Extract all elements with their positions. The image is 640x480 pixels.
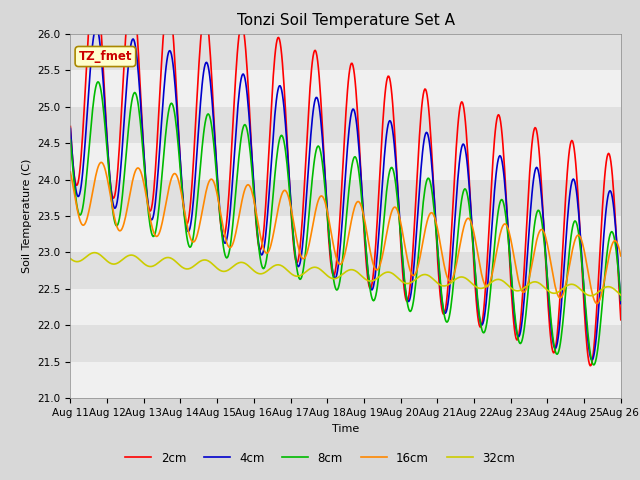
32cm (67, 256, 74, 262)
Bar (70, 289, 621, 325)
2cm (190, 155, 198, 161)
32cm (91, 250, 99, 255)
32cm (77, 258, 84, 264)
16cm (77, 218, 84, 224)
Line: 4cm: 4cm (70, 27, 621, 360)
16cm (429, 211, 437, 217)
8cm (413, 265, 421, 271)
2cm (219, 233, 227, 239)
Line: 2cm: 2cm (70, 0, 621, 366)
Y-axis label: Soil Temperature (C): Soil Temperature (C) (22, 159, 32, 273)
2cm (134, 39, 141, 45)
4cm (429, 181, 437, 187)
32cm (617, 292, 625, 298)
2cm (77, 162, 84, 168)
32cm (587, 293, 595, 299)
Line: 16cm: 16cm (70, 162, 621, 303)
Line: 32cm: 32cm (70, 252, 621, 296)
Bar (70, 216, 621, 252)
16cm (593, 300, 601, 306)
Bar (70, 143, 621, 180)
2cm (67, 123, 74, 129)
32cm (429, 276, 437, 282)
8cm (219, 239, 227, 245)
Bar (70, 362, 621, 398)
16cm (413, 266, 421, 272)
4cm (413, 219, 421, 225)
4cm (617, 300, 625, 306)
Legend: 2cm, 4cm, 8cm, 16cm, 32cm: 2cm, 4cm, 8cm, 16cm, 32cm (120, 447, 520, 469)
2cm (429, 177, 437, 183)
32cm (190, 264, 198, 269)
16cm (190, 239, 198, 245)
Bar (70, 70, 621, 107)
8cm (77, 212, 84, 218)
8cm (590, 362, 598, 368)
Line: 8cm: 8cm (70, 82, 621, 365)
4cm (67, 126, 74, 132)
Text: TZ_fmet: TZ_fmet (79, 50, 132, 63)
32cm (134, 255, 141, 261)
4cm (588, 357, 596, 363)
16cm (219, 222, 227, 228)
8cm (67, 137, 74, 143)
8cm (429, 199, 437, 204)
Title: Tonzi Soil Temperature Set A: Tonzi Soil Temperature Set A (237, 13, 454, 28)
4cm (219, 234, 227, 240)
8cm (94, 79, 102, 84)
16cm (134, 165, 141, 171)
32cm (219, 268, 227, 274)
8cm (190, 232, 198, 238)
2cm (413, 172, 421, 178)
4cm (190, 195, 198, 201)
4cm (134, 64, 141, 70)
4cm (77, 188, 84, 194)
8cm (617, 298, 625, 303)
16cm (67, 169, 74, 175)
32cm (413, 275, 421, 281)
16cm (97, 159, 105, 165)
4cm (93, 24, 100, 30)
X-axis label: Time: Time (332, 424, 359, 433)
2cm (586, 363, 594, 369)
2cm (617, 317, 625, 323)
16cm (617, 253, 625, 259)
8cm (134, 99, 141, 105)
